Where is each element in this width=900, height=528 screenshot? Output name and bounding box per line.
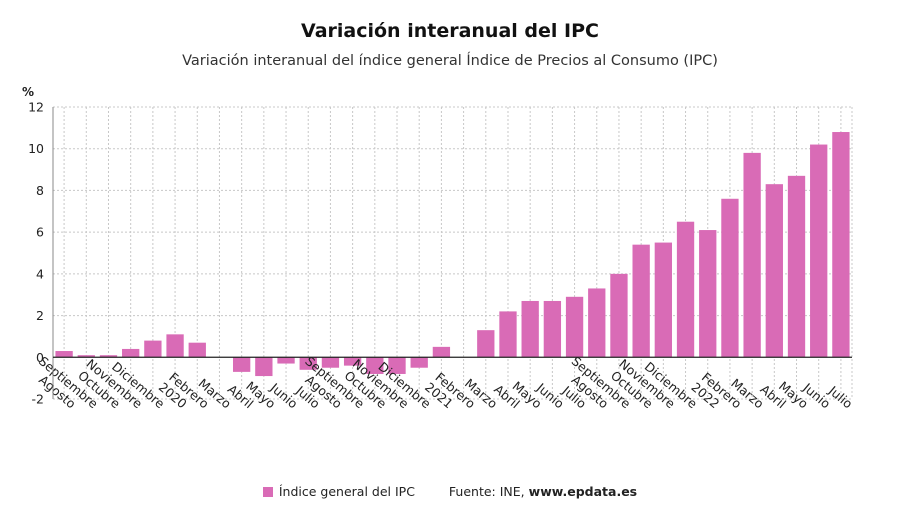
y-tick-label: 10: [28, 141, 44, 156]
bar: [255, 357, 273, 377]
bar: [388, 357, 406, 374]
y-tick-label: 6: [36, 225, 44, 240]
y-tick-label: 12: [28, 100, 44, 115]
bar: [277, 357, 295, 364]
bar: [654, 242, 673, 358]
bar: [321, 357, 340, 368]
grid-lines: [53, 106, 853, 400]
bar: [99, 355, 118, 358]
legend: Índice general del IPC Fuente: INE, www.e…: [0, 484, 900, 499]
bar: [521, 300, 539, 358]
bar: [188, 342, 206, 358]
bar: [721, 198, 739, 358]
bar: [832, 132, 850, 358]
chart-title: Variación interanual del IPC: [301, 20, 599, 42]
bar: [699, 230, 717, 358]
bar: [366, 357, 384, 374]
bar: [410, 357, 428, 368]
y-tick-label: 0: [36, 350, 44, 365]
bar: [632, 244, 650, 358]
y-tick-label: 2: [36, 308, 44, 323]
legend-swatch: [262, 487, 273, 497]
y-tick-label: -2: [32, 392, 44, 407]
y-axis-label: %: [22, 85, 34, 99]
source-link[interactable]: www.epdata.es: [528, 484, 638, 499]
bar: [676, 221, 695, 358]
y-tick-label: 4: [36, 266, 44, 281]
bar: [588, 288, 606, 358]
bar: [77, 355, 95, 358]
chart-subtitle: Variación interanual del índice general …: [182, 53, 718, 69]
bar: [122, 348, 140, 358]
bar: [787, 175, 806, 358]
bar: [810, 144, 828, 358]
x-tick-label: Julio: [825, 382, 855, 411]
bar: [55, 351, 73, 358]
bar: [610, 273, 628, 358]
bar: [499, 311, 517, 358]
bar: [543, 300, 562, 358]
source-label: Fuente: INE,: [448, 484, 525, 499]
bar: [565, 296, 584, 358]
bar: [343, 357, 362, 366]
bar: [166, 334, 184, 358]
bar: [232, 357, 251, 372]
bar: [765, 184, 783, 358]
bar: [144, 340, 162, 358]
bar: [743, 152, 761, 358]
bar: [432, 346, 451, 358]
y-tick-label: 8: [36, 183, 44, 198]
legend-label: Índice general del IPC: [278, 484, 415, 499]
bar: [299, 357, 317, 370]
bars: [55, 132, 850, 377]
bar: [477, 330, 495, 358]
